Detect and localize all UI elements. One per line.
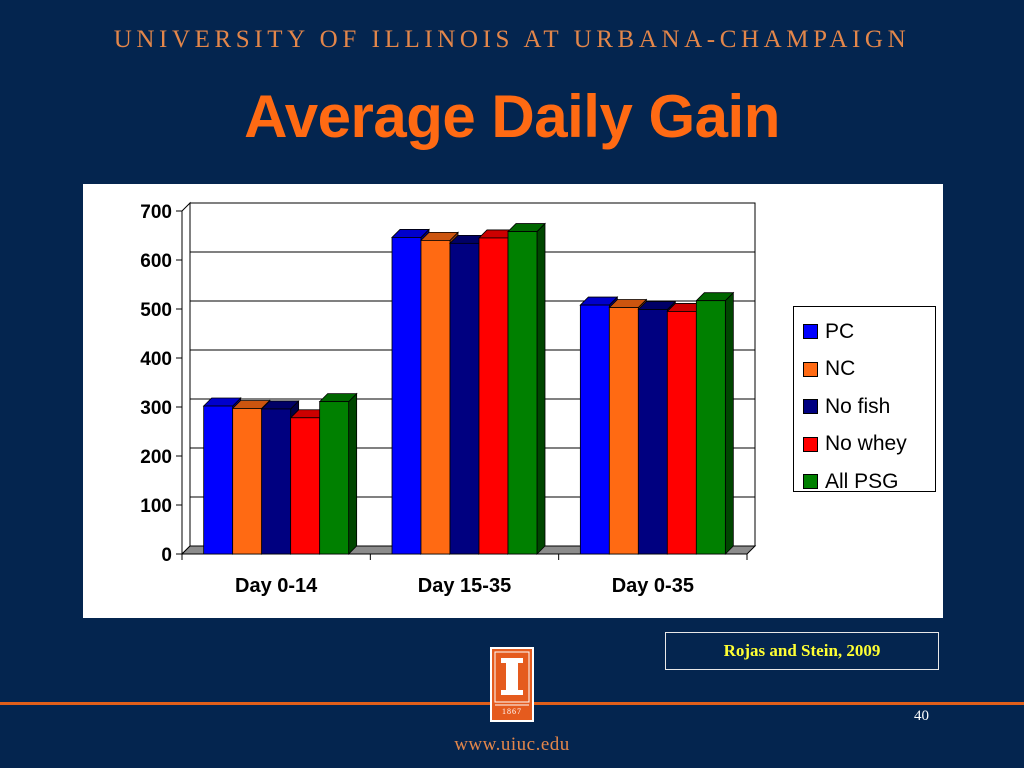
bar: [232, 408, 263, 555]
bar-side: [348, 392, 358, 555]
bar: [203, 405, 234, 555]
chart-legend: PC NC No fish No whey All PSG: [793, 306, 936, 493]
y-tick-label: 400: [140, 349, 172, 370]
footer-url: www.uiuc.edu: [454, 734, 570, 755]
y-tick-label: 0: [161, 545, 172, 566]
bar: [579, 304, 610, 555]
legend-label: PC: [825, 319, 855, 343]
bar: [666, 311, 697, 555]
x-category-label: Day 0-35: [612, 575, 694, 597]
legend-label: NC: [825, 357, 856, 381]
bar: [319, 401, 350, 555]
citation: Rojas and Stein, 2009: [665, 632, 939, 670]
legend-swatch: [803, 399, 818, 415]
legend-label: No fish: [825, 394, 891, 418]
legend-item: No fish: [794, 388, 935, 426]
column-icon: [494, 651, 530, 706]
y-tick-label: 300: [140, 398, 172, 419]
bar: [391, 237, 422, 555]
legend-item: All PSG: [794, 463, 935, 501]
bar-side: [536, 222, 546, 555]
plot-side-wall: [181, 201, 191, 556]
legend-swatch: [803, 436, 818, 452]
legend-swatch: [803, 474, 818, 490]
slide-title: Average Daily Gain: [244, 83, 780, 150]
seal-year: 1867: [502, 707, 522, 716]
bar: [290, 417, 321, 555]
x-category-label: Day 0-14: [235, 575, 318, 597]
legend-item: No whey: [794, 426, 935, 464]
bar: [261, 408, 292, 555]
y-tick-label: 100: [140, 496, 172, 517]
legend-label: No whey: [825, 432, 907, 456]
legend-swatch: [803, 361, 818, 377]
bar: [608, 307, 639, 555]
legend-swatch: [803, 324, 818, 340]
institution-header: UNIVERSITY OF ILLINOIS AT URBANA-CHAMPAI…: [113, 26, 911, 53]
university-seal: 1867: [490, 647, 534, 722]
chart-panel: 0 100 200 300 400 500 600 700 Day 0-14 Day 15-35 D…: [83, 184, 943, 618]
bar: [507, 231, 538, 555]
legend-label: All PSG: [825, 469, 899, 493]
legend-item: PC: [794, 313, 935, 351]
bar: [478, 237, 509, 555]
bar: [695, 300, 726, 555]
bar-side: [724, 291, 734, 555]
y-tick-label: 700: [140, 202, 172, 223]
legend-item: NC: [794, 351, 935, 389]
y-tick-label: 600: [140, 251, 172, 272]
y-tick-label: 500: [140, 300, 172, 321]
x-category-label: Day 15-35: [418, 575, 511, 597]
bar: [637, 309, 668, 555]
bar-chart: 0 100 200 300 400 500 600 700 Day 0-14 Day 15-35 D…: [140, 201, 757, 597]
bar: [420, 240, 451, 555]
y-tick-label: 200: [140, 447, 172, 468]
page-number: 40: [914, 708, 929, 724]
bar: [449, 242, 480, 555]
